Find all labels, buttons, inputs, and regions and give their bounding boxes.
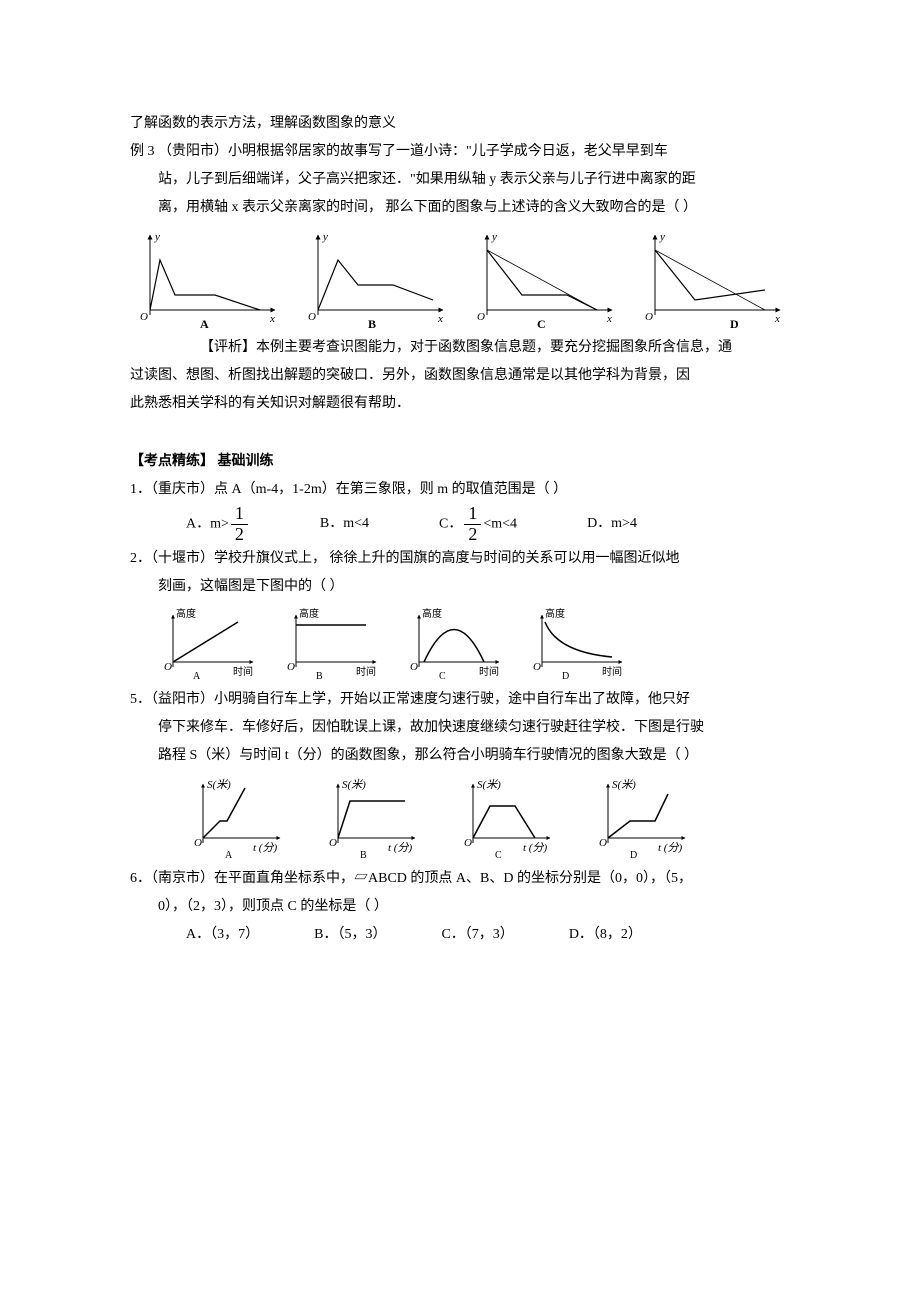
- svg-text:高度: 高度: [545, 607, 565, 620]
- svg-text:x: x: [606, 313, 612, 325]
- q5-line3: 路程 S（米）与时间 t（分）的函数图象，那么符合小明骑车行驶情况的图象大致是（…: [130, 742, 790, 770]
- q2-graph-c: 高度 时间 O C: [404, 607, 509, 682]
- svg-text:高度: 高度: [422, 607, 442, 620]
- svg-text:O: O: [533, 661, 541, 673]
- q2-line2: 刻画，这幅图是下图中的（ ）: [130, 573, 790, 601]
- fraction-half: 12: [231, 504, 248, 545]
- svg-text:C: C: [495, 850, 502, 861]
- intro-sentence: 了解函数的表示方法，理解函数图象的意义: [130, 110, 790, 138]
- exam-page: 了解函数的表示方法，理解函数图象的意义 例 3 （贵阳市）小明根据邻居家的故事写…: [0, 0, 920, 1029]
- svg-text:D: D: [562, 671, 569, 682]
- svg-text:t (分): t (分): [658, 841, 682, 854]
- q1-text: 1．（重庆市）点 A（m-4，1-2m）在第三象限，则 m 的取值范围是（ ）: [130, 476, 790, 504]
- svg-text:O: O: [164, 661, 172, 673]
- svg-text:S(米): S(米): [207, 778, 231, 791]
- q6-option-c: C．（7，3）: [441, 921, 513, 949]
- example3-graph-a: y x O A: [130, 230, 285, 330]
- q2-graph-a: 高度 时间 O A: [158, 607, 263, 682]
- svg-text:C: C: [439, 671, 446, 682]
- svg-text:t (分): t (分): [523, 841, 547, 854]
- q6-option-b: B．（5，3）: [314, 921, 386, 949]
- svg-text:t (分): t (分): [388, 841, 412, 854]
- svg-text:x: x: [269, 313, 275, 325]
- svg-text:S(米): S(米): [477, 778, 501, 791]
- q6-line1: 6．（南京市）在平面直角坐标系中，▱ABCD 的顶点 A、B、D 的坐标分别是（…: [130, 865, 790, 893]
- svg-text:时间: 时间: [356, 665, 376, 678]
- example3-graph-c: y x O C: [467, 230, 622, 330]
- q5-line2: 停下来修车．车修好后，因怕耽误上课，故加快速度继续匀速行驶赶往学校．下图是行驶: [130, 714, 790, 742]
- svg-text:时间: 时间: [233, 665, 253, 678]
- svg-text:高度: 高度: [176, 607, 196, 620]
- svg-text:B: B: [360, 850, 367, 861]
- q5-line1: 5．（益阳市）小明骑自行车上学，开始以正常速度匀速行驶，途中自行车出了故障，他只…: [130, 686, 790, 714]
- svg-text:y: y: [659, 231, 665, 243]
- svg-text:t (分): t (分): [253, 841, 277, 854]
- q5-graph-b: S(米) t (分) O B: [320, 776, 430, 861]
- q2-graphs: 高度 时间 O A 高度 时间 O B 高度 时间 O C: [158, 607, 790, 682]
- example3-line1: 例 3 （贵阳市）小明根据邻居家的故事写了一道小诗："儿子学成今日返，老父早早到…: [130, 138, 790, 166]
- example3-analysis-l1: 【评析】本例主要考查识图能力，对于函数图象信息题，要充分挖掘图象所含信息，通: [130, 334, 790, 362]
- svg-text:B: B: [368, 317, 376, 330]
- example3-graph-b: y x O B: [298, 230, 453, 330]
- svg-text:x: x: [437, 313, 443, 325]
- svg-text:D: D: [730, 317, 739, 330]
- svg-text:时间: 时间: [479, 665, 499, 678]
- q2-line1: 2．（十堰市）学校升旗仪式上， 徐徐上升的国旗的高度与时间的关系可以用一幅图近似…: [130, 545, 790, 573]
- svg-text:A: A: [193, 671, 201, 682]
- q1-options: A．m>12 B．m<4 C．12<m<4 D．m>4: [130, 504, 790, 545]
- q6-option-a: A．（3，7）: [186, 921, 259, 949]
- svg-text:y: y: [154, 231, 160, 243]
- fraction-half: 12: [464, 504, 481, 545]
- q5-graph-a: S(米) t (分) O A: [185, 776, 295, 861]
- svg-text:O: O: [308, 311, 316, 323]
- svg-text:y: y: [491, 231, 497, 243]
- q1-option-d: D．m>4: [587, 510, 637, 538]
- q5-graph-c: S(米) t (分) O C: [455, 776, 565, 861]
- svg-text:O: O: [140, 311, 148, 323]
- example3-graphs: y x O A y x O B y x O C: [130, 230, 790, 330]
- svg-text:O: O: [194, 837, 202, 849]
- example3-line2: 站，儿子到后细端详，父子高兴把家还．"如果用纵轴 y 表示父亲与儿子行进中离家的…: [130, 166, 790, 194]
- q1-option-a: A．m>12: [186, 504, 250, 545]
- svg-text:A: A: [225, 850, 233, 861]
- practice-section-title: 【考点精练】 基础训练: [130, 448, 790, 476]
- q2-graph-b: 高度 时间 O B: [281, 607, 386, 682]
- svg-text:x: x: [774, 313, 780, 325]
- svg-text:y: y: [322, 231, 328, 243]
- q1-option-c: C．12<m<4: [439, 504, 517, 545]
- q5-graph-d: S(米) t (分) O D: [590, 776, 700, 861]
- svg-text:S(米): S(米): [612, 778, 636, 791]
- example3-graph-d: y x O D: [635, 230, 790, 330]
- svg-text:O: O: [645, 311, 653, 323]
- example3-line3: 离，用横轴 x 表示父亲离家的时间， 那么下面的图象与上述诗的含义大致吻合的是（…: [130, 194, 790, 222]
- svg-text:O: O: [464, 837, 472, 849]
- svg-text:A: A: [200, 317, 209, 330]
- q2-graph-d: 高度 时间 O D: [527, 607, 632, 682]
- q6-line2: 0），（2，3），则顶点 C 的坐标是（ ）: [130, 893, 790, 921]
- q1-option-b: B．m<4: [320, 510, 369, 538]
- svg-text:S(米): S(米): [342, 778, 366, 791]
- q6-option-d: D．（8，2）: [569, 921, 642, 949]
- svg-text:C: C: [537, 317, 546, 330]
- q6-options: A．（3，7） B．（5，3） C．（7，3） D．（8，2）: [130, 921, 790, 949]
- svg-text:O: O: [477, 311, 485, 323]
- q5-graphs: S(米) t (分) O A S(米) t (分) O B S(米) t (分)…: [185, 776, 790, 861]
- example3-analysis-l2: 过读图、想图、析图找出解题的突破口．另外，函数图象信息通常是以其他学科为背景，因: [130, 362, 790, 390]
- svg-text:时间: 时间: [602, 665, 622, 678]
- svg-text:O: O: [329, 837, 337, 849]
- svg-text:B: B: [316, 671, 323, 682]
- svg-text:D: D: [630, 850, 637, 861]
- svg-text:O: O: [287, 661, 295, 673]
- svg-text:高度: 高度: [299, 607, 319, 620]
- svg-text:O: O: [599, 837, 607, 849]
- svg-text:O: O: [410, 661, 418, 673]
- example3-analysis-l3: 此熟悉相关学科的有关知识对解题很有帮助．: [130, 390, 790, 418]
